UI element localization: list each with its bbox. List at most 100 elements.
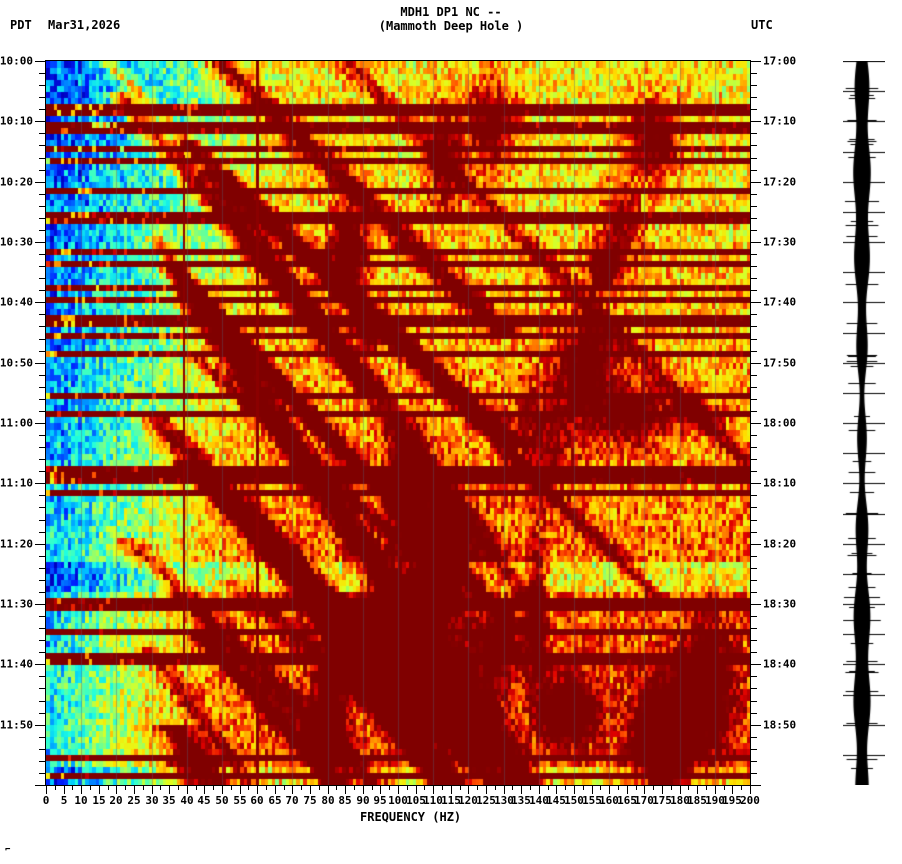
time-tick-minor bbox=[750, 652, 757, 653]
seismogram-strip[interactable] bbox=[843, 61, 885, 785]
freq-tick-minor bbox=[548, 785, 549, 790]
freq-label: 130 bbox=[494, 794, 514, 807]
time-tick-minor bbox=[750, 773, 757, 774]
time-label-pdt: 10:10 bbox=[0, 114, 33, 128]
time-tick-minor bbox=[750, 676, 757, 677]
freq-tick-minor bbox=[231, 785, 232, 790]
time-tick-minor bbox=[750, 145, 757, 146]
time-tick-major bbox=[35, 483, 46, 484]
freq-label: 55 bbox=[233, 794, 247, 807]
station-title: MDH1 DP1 NC -- bbox=[400, 5, 502, 19]
freq-label: 0 bbox=[42, 794, 50, 807]
time-tick-minor bbox=[750, 375, 757, 376]
freq-tick-major bbox=[556, 785, 557, 794]
freq-label: 180 bbox=[670, 794, 690, 807]
freq-label: 100 bbox=[388, 794, 408, 807]
time-label-utc: 17:20 bbox=[763, 175, 797, 189]
time-tick-minor bbox=[39, 314, 46, 315]
time-tick-minor bbox=[750, 339, 757, 340]
time-tick-minor bbox=[750, 411, 757, 412]
freq-label: 15 bbox=[92, 794, 106, 807]
time-tick-minor bbox=[39, 387, 46, 388]
time-tick-major bbox=[35, 423, 46, 424]
time-tick-minor bbox=[39, 133, 46, 134]
freq-tick-minor bbox=[565, 785, 566, 790]
freq-tick-major bbox=[539, 785, 540, 794]
freq-tick-major bbox=[750, 785, 751, 794]
freq-tick-major bbox=[240, 785, 241, 794]
time-label-utc: 17:40 bbox=[763, 295, 797, 309]
time-label-pdt: 11:00 bbox=[0, 416, 33, 430]
time-tick-minor bbox=[39, 218, 46, 219]
freq-tick-major bbox=[64, 785, 65, 794]
freq-label: 60 bbox=[250, 794, 264, 807]
time-tick-minor bbox=[39, 145, 46, 146]
time-tick-minor bbox=[39, 266, 46, 267]
time-tick-minor bbox=[750, 532, 757, 533]
time-tick-minor bbox=[39, 580, 46, 581]
freq-label: 140 bbox=[529, 794, 549, 807]
time-tick-minor bbox=[39, 194, 46, 195]
freq-label: 85 bbox=[338, 794, 352, 807]
time-label-utc: 18:30 bbox=[763, 597, 797, 611]
time-label-pdt: 11:10 bbox=[0, 476, 33, 490]
freq-label: 75 bbox=[303, 794, 317, 807]
freq-tick-major bbox=[680, 785, 681, 794]
time-tick-minor bbox=[750, 761, 757, 762]
time-axis-left: 10:00 10:10 10:20 10:30 10:40 10:50 11:00 11:10… bbox=[0, 55, 46, 786]
time-tick-major bbox=[750, 664, 761, 665]
freq-tick-minor bbox=[653, 785, 654, 790]
time-tick-minor bbox=[750, 640, 757, 641]
time-label-pdt: 10:30 bbox=[0, 235, 33, 249]
time-tick-major bbox=[35, 363, 46, 364]
time-tick-minor bbox=[39, 158, 46, 159]
freq-tick-minor bbox=[213, 785, 214, 790]
time-tick-minor bbox=[39, 85, 46, 86]
time-tick-major bbox=[35, 121, 46, 122]
freq-tick-major bbox=[46, 785, 47, 794]
time-tick-minor bbox=[39, 254, 46, 255]
time-tick-minor bbox=[39, 652, 46, 653]
freq-label: 165 bbox=[617, 794, 637, 807]
freq-tick-major bbox=[152, 785, 153, 794]
time-tick-minor bbox=[750, 749, 757, 750]
freq-tick-major bbox=[609, 785, 610, 794]
time-tick-minor bbox=[39, 109, 46, 110]
freq-tick-major bbox=[222, 785, 223, 794]
freq-label: 5 bbox=[60, 794, 68, 807]
freq-tick-major bbox=[275, 785, 276, 794]
freq-label: 80 bbox=[321, 794, 335, 807]
time-tick-minor bbox=[39, 73, 46, 74]
freq-tick-major bbox=[433, 785, 434, 794]
time-tick-minor bbox=[39, 399, 46, 400]
freq-label: 65 bbox=[268, 794, 282, 807]
freq-tick-minor bbox=[55, 785, 56, 790]
freq-label: 175 bbox=[652, 794, 672, 807]
time-tick-minor bbox=[39, 688, 46, 689]
time-tick-major bbox=[35, 182, 46, 183]
spectrogram-plot[interactable] bbox=[46, 61, 750, 785]
freq-tick-major bbox=[486, 785, 487, 794]
time-label-utc: 17:10 bbox=[763, 114, 797, 128]
freq-tick-major bbox=[187, 785, 188, 794]
time-tick-minor bbox=[39, 278, 46, 279]
time-tick-major bbox=[35, 242, 46, 243]
freq-tick-minor bbox=[671, 785, 672, 790]
time-tick-minor bbox=[750, 73, 757, 74]
freq-tick-minor bbox=[196, 785, 197, 790]
time-tick-minor bbox=[750, 471, 757, 472]
freq-label: 190 bbox=[705, 794, 725, 807]
freq-tick-minor bbox=[583, 785, 584, 790]
date-label: Mar31,2026 bbox=[48, 18, 121, 32]
time-label-utc: 17:30 bbox=[763, 235, 797, 249]
time-tick-major bbox=[750, 483, 761, 484]
time-label-pdt: 11:40 bbox=[0, 657, 33, 671]
time-tick-minor bbox=[39, 351, 46, 352]
time-tick-major bbox=[750, 182, 761, 183]
time-tick-minor bbox=[39, 97, 46, 98]
time-tick-major bbox=[35, 785, 46, 786]
time-tick-minor bbox=[750, 507, 757, 508]
freq-tick-minor bbox=[90, 785, 91, 790]
spectrogram-image bbox=[46, 61, 750, 785]
freq-tick-minor bbox=[143, 785, 144, 790]
